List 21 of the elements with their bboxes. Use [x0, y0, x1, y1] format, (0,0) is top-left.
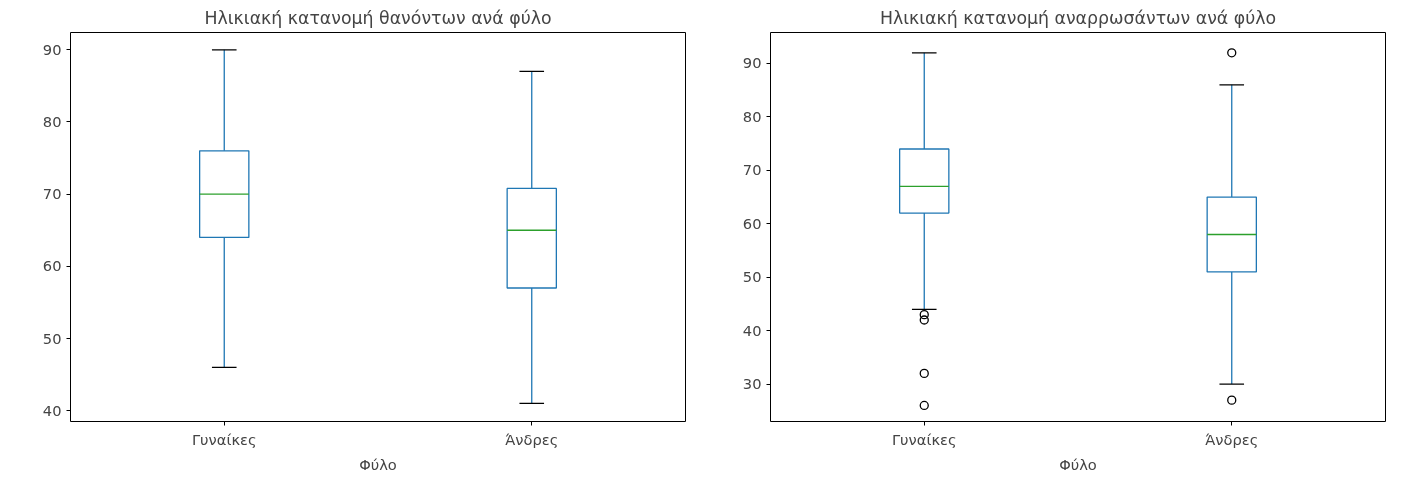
x-axis-title: Φύλο	[359, 455, 397, 473]
y-tick-label: 70	[742, 161, 762, 179]
x-axis-title: Φύλο	[1059, 455, 1097, 473]
x-tick-label: Γυναίκες	[891, 430, 957, 448]
x-tick-label: Άνδρες	[1205, 430, 1259, 448]
y-tick-label: 40	[42, 401, 62, 419]
x-tick-label: Γυναίκες	[191, 430, 257, 448]
y-tick-label: 40	[742, 321, 762, 339]
y-tick-label: 90	[42, 40, 62, 58]
y-tick-label: 70	[42, 185, 62, 203]
chart-title: Ηλικιακή κατανομή θανόντων ανά φύλο	[204, 7, 552, 28]
y-tick-label: 60	[742, 214, 762, 232]
x-tick-label: Άνδρες	[505, 430, 559, 448]
y-tick-label: 60	[42, 257, 62, 275]
y-tick-label: 50	[42, 329, 62, 347]
y-tick-label: 80	[42, 112, 62, 130]
y-tick-label: 50	[742, 268, 762, 286]
y-tick-label: 90	[742, 54, 762, 72]
y-tick-label: 30	[742, 375, 762, 393]
chart-title: Ηλικιακή κατανομή αναρρωσάντων ανά φύλο	[879, 7, 1277, 28]
y-tick-label: 80	[742, 107, 762, 125]
